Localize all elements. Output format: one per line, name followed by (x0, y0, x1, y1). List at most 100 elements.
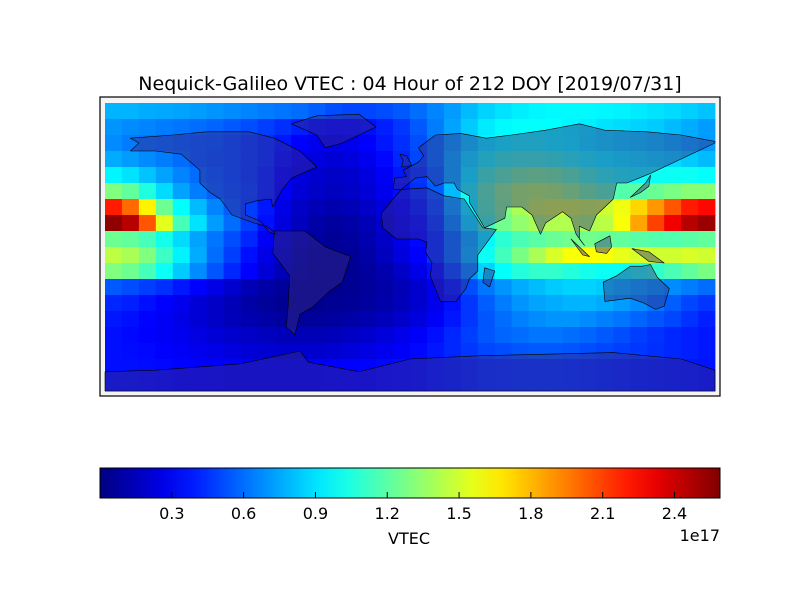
colorbar-ticks: 0.3 0.6 0.9 1.2 1.5 1.8 2.1 2.4 (159, 492, 687, 523)
heatmap-cell (664, 359, 682, 376)
heatmap-cell (443, 375, 462, 392)
heatmap-cell (579, 295, 597, 312)
heatmap-cell (393, 263, 411, 280)
heatmap-cell (443, 135, 462, 152)
heatmap-cell (613, 343, 631, 360)
continent-borneo (594, 235, 612, 254)
heatmap-cell (240, 135, 258, 152)
heatmap-cell (257, 135, 275, 152)
heatmap-cell (257, 327, 275, 344)
heatmap-cell (342, 263, 360, 280)
heatmap-cell (443, 103, 462, 120)
heatmap-cell (189, 327, 208, 344)
heatmap-cell (647, 199, 665, 216)
heatmap-cell (206, 247, 225, 264)
heatmap-cell (630, 327, 648, 344)
heatmap-cell (206, 343, 225, 360)
heatmap-cell (342, 311, 360, 328)
heatmap-cell (393, 279, 411, 296)
heatmap-cell (410, 311, 428, 328)
heatmap-cell (562, 103, 580, 120)
heatmap-cell (172, 215, 191, 232)
heatmap-cell (138, 375, 157, 392)
heatmap-cell (579, 183, 597, 200)
heatmap-cell (172, 103, 191, 120)
heatmap-cell (342, 375, 360, 392)
heatmap-cell (426, 151, 445, 168)
heatmap-cell (511, 119, 530, 136)
heatmap-cell (359, 231, 377, 248)
heatmap-cell (664, 135, 682, 152)
heatmap-cell (105, 311, 123, 328)
heatmap-cell (528, 327, 546, 344)
heatmap-cell (206, 167, 225, 184)
heatmap-cell (121, 215, 140, 232)
continent-africa (380, 187, 497, 302)
heatmap-cell (155, 119, 174, 136)
heatmap-cell (681, 119, 699, 136)
heatmap-cell (342, 327, 360, 344)
heatmap-cell (596, 151, 614, 168)
heatmap-cell (511, 343, 530, 360)
heatmap-cell (545, 119, 563, 136)
heatmap-cell (579, 103, 597, 120)
heatmap-cell (410, 135, 428, 152)
heatmap-cell (376, 135, 394, 152)
heatmap-cell (325, 151, 343, 168)
heatmap-cell (528, 183, 546, 200)
heatmap-cell (359, 119, 377, 136)
heatmap-cell (698, 167, 716, 184)
heatmap-cell (647, 151, 665, 168)
heatmap-cell (121, 375, 140, 392)
heatmap-cell (494, 359, 513, 376)
heatmap-cell (681, 311, 699, 328)
heatmap-cell (291, 135, 309, 152)
heatmap-cell (477, 231, 496, 248)
heatmap-cell (664, 375, 682, 392)
heatmap-cell (291, 375, 309, 392)
heatmap-cell (443, 343, 462, 360)
heatmap-cell (308, 375, 326, 392)
heatmap-cell (206, 231, 225, 248)
heatmap-cell (325, 135, 343, 152)
heatmap-cell (172, 119, 191, 136)
heatmap-cell (596, 295, 614, 312)
heatmap-cell (410, 263, 428, 280)
heatmap-cell (545, 359, 563, 376)
heatmap-cell (121, 327, 140, 344)
heatmap-cells (105, 103, 716, 392)
heatmap-cell (460, 119, 479, 136)
heatmap-cell (596, 311, 614, 328)
heatmap-cell (528, 343, 546, 360)
heatmap-cell (579, 167, 597, 184)
heatmap-cell (223, 327, 241, 344)
heatmap-cell (155, 167, 174, 184)
heatmap-cell (613, 215, 631, 232)
heatmap-cell (206, 199, 225, 216)
heatmap-cell (410, 247, 428, 264)
heatmap-cell (325, 375, 343, 392)
heatmap-cell (291, 279, 309, 296)
heatmap-cell (630, 279, 648, 296)
heatmap-cell (223, 167, 241, 184)
heatmap-cell (494, 295, 513, 312)
continent-japan (629, 174, 651, 198)
heatmap-cell (206, 279, 225, 296)
heatmap-cell (528, 167, 546, 184)
heatmap-cell (308, 199, 326, 216)
heatmap-cell (376, 295, 394, 312)
heatmap-cell (477, 199, 496, 216)
heatmap-cell (274, 199, 292, 216)
heatmap-cell (223, 247, 241, 264)
heatmap-cell (155, 215, 174, 232)
heatmap-cell (698, 343, 716, 360)
heatmap-cell (460, 375, 479, 392)
heatmap-cell (647, 103, 665, 120)
heatmap-cell (274, 135, 292, 152)
heatmap-cell (105, 135, 123, 152)
heatmap-cell (155, 343, 174, 360)
heatmap-cell (410, 295, 428, 312)
heatmap-cell (257, 375, 275, 392)
heatmap-cell (426, 119, 445, 136)
heatmap-cell (664, 247, 682, 264)
